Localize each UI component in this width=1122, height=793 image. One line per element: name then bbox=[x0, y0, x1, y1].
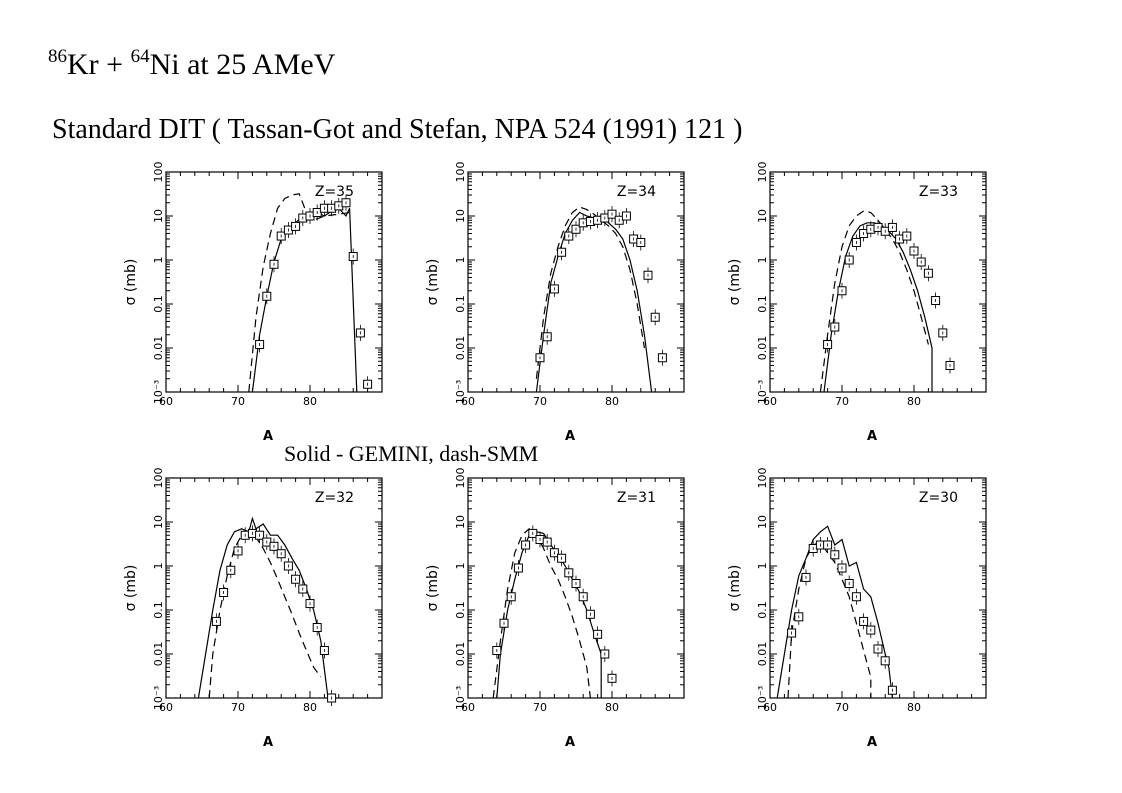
title-element-kr: Kr + bbox=[67, 48, 131, 81]
y-tick-label: 10⁻³ bbox=[756, 380, 769, 404]
y-tick-label: 10 bbox=[454, 209, 467, 223]
dashed-curve bbox=[208, 531, 322, 699]
x-tick-label: 60 bbox=[159, 395, 173, 408]
y-tick-label: 100 bbox=[756, 468, 769, 489]
x-axis-label: A bbox=[867, 735, 877, 750]
y-tick-label: 1 bbox=[756, 257, 769, 264]
y-tick-label: 1 bbox=[152, 257, 165, 264]
dashed-curve bbox=[535, 206, 645, 379]
y-tick-label: 10⁻³ bbox=[152, 686, 165, 710]
y-tick-label: 10 bbox=[152, 515, 165, 529]
x-tick-label: 80 bbox=[303, 701, 317, 714]
x-tick-label: 70 bbox=[231, 395, 245, 408]
panel-label: Z=30 bbox=[919, 490, 958, 506]
plot-frame bbox=[467, 171, 685, 393]
page-title: 86Kr + 64Ni at 25 AMeV bbox=[48, 46, 336, 82]
mass-number-kr: 86 bbox=[48, 46, 67, 67]
solid-curve bbox=[776, 525, 893, 699]
x-tick-label: 60 bbox=[461, 701, 475, 714]
x-tick-label: 70 bbox=[533, 701, 547, 714]
chart-panel-1: 60 70 80 10⁻³ 0.01 0.1 1 10 100 σ (mb) A Z=34 bbox=[425, 162, 685, 444]
y-tick-label: 0.01 bbox=[454, 642, 467, 667]
y-tick-label: 0.01 bbox=[152, 336, 165, 361]
x-tick-label: 70 bbox=[533, 395, 547, 408]
y-tick-label: 0.1 bbox=[152, 295, 165, 313]
y-tick-label: 1 bbox=[454, 257, 467, 264]
x-tick-label: 70 bbox=[835, 701, 849, 714]
x-axis-label: A bbox=[263, 735, 273, 750]
dashed-curve bbox=[492, 527, 591, 699]
y-tick-label: 0.1 bbox=[756, 295, 769, 313]
x-tick-label: 80 bbox=[907, 701, 921, 714]
x-tick-label: 60 bbox=[461, 395, 475, 408]
x-axis-label: A bbox=[263, 429, 273, 444]
y-axis-label: σ (mb) bbox=[727, 259, 743, 306]
y-tick-label: 100 bbox=[152, 468, 165, 489]
y-tick-label: 10⁻³ bbox=[454, 686, 467, 710]
x-tick-label: 80 bbox=[605, 395, 619, 408]
panel-label: Z=32 bbox=[315, 490, 354, 506]
plot-frame bbox=[769, 477, 987, 699]
y-tick-label: 100 bbox=[756, 162, 769, 183]
y-tick-label: 1 bbox=[454, 563, 467, 570]
page-subtitle: Standard DIT ( Tassan-Got and Stefan, NP… bbox=[52, 114, 743, 145]
y-tick-label: 100 bbox=[152, 162, 165, 183]
y-tick-label: 1 bbox=[756, 563, 769, 570]
y-tick-label: 0.1 bbox=[454, 295, 467, 313]
x-tick-label: 80 bbox=[605, 701, 619, 714]
y-tick-label: 0.1 bbox=[756, 601, 769, 619]
y-axis-label: σ (mb) bbox=[425, 565, 441, 612]
plot-frame bbox=[165, 171, 383, 393]
y-tick-label: 0.1 bbox=[152, 601, 165, 619]
mass-number-ni: 64 bbox=[130, 46, 150, 67]
y-tick-label: 10 bbox=[756, 515, 769, 529]
y-tick-label: 100 bbox=[454, 162, 467, 183]
y-axis-label: σ (mb) bbox=[123, 259, 139, 306]
plot-frame bbox=[769, 171, 987, 393]
x-axis-label: A bbox=[565, 429, 575, 444]
y-tick-label: 100 bbox=[454, 468, 467, 489]
y-axis-label: σ (mb) bbox=[123, 565, 139, 612]
x-tick-label: 60 bbox=[763, 395, 777, 408]
panel-label: Z=35 bbox=[315, 184, 354, 200]
plot-frame bbox=[165, 477, 383, 699]
chart-panel-0: 60 70 80 10⁻³ 0.01 0.1 1 10 100 σ (mb) A Z=35 bbox=[123, 162, 383, 444]
title-element-ni: Ni at 25 AMeV bbox=[149, 48, 336, 81]
solid-curve bbox=[496, 531, 602, 699]
y-tick-label: 10⁻³ bbox=[756, 686, 769, 710]
y-tick-label: 10 bbox=[152, 209, 165, 223]
x-tick-label: 70 bbox=[231, 701, 245, 714]
y-tick-label: 0.01 bbox=[152, 642, 165, 667]
y-axis-label: σ (mb) bbox=[727, 565, 743, 612]
x-axis-label: A bbox=[867, 429, 877, 444]
y-tick-label: 10⁻³ bbox=[152, 380, 165, 404]
chart-panel-3: 60 70 80 10⁻³ 0.01 0.1 1 10 100 σ (mb) A Z=32 bbox=[123, 468, 383, 750]
y-tick-label: 10⁻³ bbox=[454, 380, 467, 404]
x-tick-label: 60 bbox=[763, 701, 777, 714]
y-tick-label: 0.01 bbox=[756, 336, 769, 361]
y-tick-label: 10 bbox=[756, 209, 769, 223]
legend-note: Solid - GEMINI, dash-SMM bbox=[284, 441, 539, 466]
dashed-curve bbox=[819, 210, 929, 393]
chart-panel-4: 60 70 80 10⁻³ 0.01 0.1 1 10 100 σ (mb) A Z=31 bbox=[425, 468, 685, 750]
chart-panel-2: 60 70 80 10⁻³ 0.01 0.1 1 10 100 σ (mb) A Z=33 bbox=[727, 162, 987, 444]
plot-frame bbox=[467, 477, 685, 699]
y-axis-label: σ (mb) bbox=[425, 259, 441, 306]
x-tick-label: 60 bbox=[159, 701, 173, 714]
chart-panel-5: 60 70 80 10⁻³ 0.01 0.1 1 10 100 σ (mb) A Z=30 bbox=[727, 468, 987, 750]
x-tick-label: 80 bbox=[907, 395, 921, 408]
y-tick-label: 0.01 bbox=[756, 642, 769, 667]
panel-label: Z=33 bbox=[919, 184, 958, 200]
panel-label: Z=34 bbox=[617, 184, 656, 200]
panel-label: Z=31 bbox=[617, 490, 656, 506]
y-tick-label: 0.1 bbox=[454, 601, 467, 619]
y-tick-label: 1 bbox=[152, 563, 165, 570]
x-axis-label: A bbox=[565, 735, 575, 750]
x-tick-label: 80 bbox=[303, 395, 317, 408]
x-tick-label: 70 bbox=[835, 395, 849, 408]
y-tick-label: 0.01 bbox=[454, 336, 467, 361]
y-tick-label: 10 bbox=[454, 515, 467, 529]
